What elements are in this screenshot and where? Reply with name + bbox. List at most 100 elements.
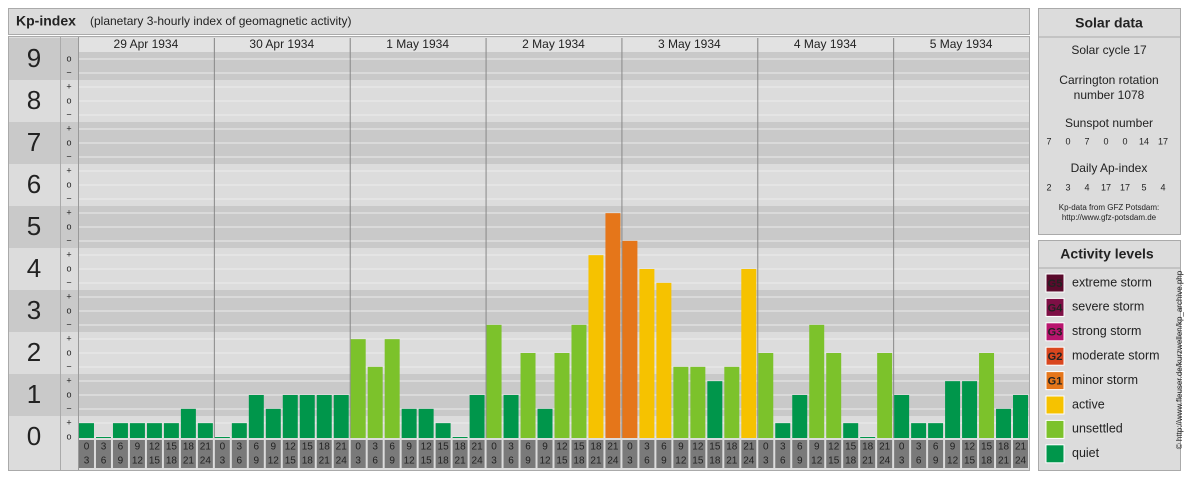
- y-tick-label: 5: [27, 211, 41, 241]
- solar-value: 3: [1065, 182, 1070, 192]
- minor-tick-label: o: [66, 53, 71, 63]
- time-label: 3: [372, 442, 378, 453]
- time-box: [435, 440, 451, 468]
- time-label: 9: [254, 456, 260, 467]
- day-label: 5 May 1934: [930, 37, 993, 51]
- bar: [316, 395, 332, 438]
- time-box: [401, 440, 417, 468]
- time-box: [826, 440, 842, 468]
- time-box: [112, 440, 128, 468]
- time-box: [962, 440, 978, 468]
- time-label: 9: [406, 442, 412, 453]
- time-label: 9: [389, 456, 395, 467]
- time-label: 18: [845, 456, 857, 467]
- bar: [231, 423, 247, 438]
- bar: [180, 408, 196, 438]
- time-box: [248, 440, 264, 468]
- bar: [112, 423, 128, 438]
- time-label: 12: [811, 456, 823, 467]
- time-label: 9: [797, 456, 803, 467]
- solar-value: 2: [1046, 182, 1051, 192]
- time-box: [571, 440, 587, 468]
- ap-title: Daily Ap-index: [1071, 161, 1148, 175]
- minor-tick-label: +: [66, 207, 71, 217]
- time-box: [384, 440, 400, 468]
- y-tick-label: 4: [27, 253, 41, 283]
- time-label: 24: [336, 456, 348, 467]
- minor-tick-label: o: [66, 179, 71, 189]
- bar: [775, 423, 791, 438]
- time-label: 0: [491, 442, 497, 453]
- time-box: [554, 440, 570, 468]
- time-label: 15: [149, 456, 161, 467]
- bar: [911, 423, 927, 438]
- time-box: [860, 440, 876, 468]
- bar: [571, 324, 587, 438]
- title-bar: [8, 8, 1030, 35]
- day-header: [350, 38, 486, 52]
- minor-tick-label: −: [66, 151, 71, 161]
- time-label: 9: [118, 456, 124, 467]
- time-label: 6: [933, 442, 939, 453]
- time-label: 0: [627, 442, 633, 453]
- time-label: 6: [661, 442, 667, 453]
- time-box: [894, 440, 910, 468]
- time-label: 15: [709, 442, 721, 453]
- time-box: [520, 440, 536, 468]
- legend-swatch: [1045, 371, 1065, 391]
- minor-tick-label: +: [66, 375, 71, 385]
- time-box: [95, 440, 111, 468]
- minor-tick-label: o: [66, 263, 71, 273]
- bar: [826, 353, 842, 438]
- time-label: 6: [118, 442, 124, 453]
- time-label: 21: [472, 442, 484, 453]
- legend-label: minor storm: [1072, 373, 1138, 387]
- time-box: [231, 440, 247, 468]
- time-label: 9: [933, 456, 939, 467]
- time-box: [758, 440, 774, 468]
- y-tick-label: 7: [27, 127, 41, 157]
- bar: [741, 269, 757, 438]
- bar: [673, 366, 689, 438]
- time-label: 6: [916, 456, 922, 467]
- time-box: [367, 440, 383, 468]
- time-label: 21: [879, 442, 891, 453]
- source: http://www.gfz-potsdam.de: [1062, 213, 1157, 222]
- y-tick-label: 2: [27, 337, 41, 367]
- solar-value: 17: [1120, 182, 1130, 192]
- solar-value: 4: [1084, 182, 1089, 192]
- time-label: 12: [828, 442, 840, 453]
- time-label: 3: [780, 442, 786, 453]
- time-label: 15: [302, 442, 314, 453]
- solar-value: 7: [1046, 136, 1051, 146]
- time-box: [588, 440, 604, 468]
- bar: [282, 395, 298, 438]
- bar: [962, 381, 978, 438]
- time-label: 9: [271, 442, 277, 453]
- time-label: 0: [220, 442, 226, 453]
- time-label: 24: [607, 456, 619, 467]
- legend-label: severe storm: [1072, 300, 1144, 314]
- sunspot-title: Sunspot number: [1065, 116, 1153, 130]
- time-label: 12: [947, 456, 959, 467]
- time-box: [809, 440, 825, 468]
- time-label: 18: [726, 442, 738, 453]
- minor-tick-label: −: [66, 235, 71, 245]
- day-label: 30 Apr 1934: [249, 37, 314, 51]
- time-box: [333, 440, 349, 468]
- bar: [401, 408, 417, 438]
- solar-value: 7: [1084, 136, 1089, 146]
- legend-code: G4: [1048, 302, 1064, 314]
- solar-title: Solar data: [1075, 15, 1143, 31]
- time-label: 6: [508, 456, 514, 467]
- time-label: 3: [508, 442, 514, 453]
- bar: [503, 395, 519, 438]
- time-label: 6: [644, 456, 650, 467]
- time-label: 12: [964, 442, 976, 453]
- time-label: 18: [319, 442, 331, 453]
- minor-tick-label: +: [66, 81, 71, 91]
- time-label: 12: [692, 442, 704, 453]
- legend-label: moderate storm: [1072, 348, 1160, 362]
- time-label: 21: [743, 442, 755, 453]
- legend-label: strong storm: [1072, 324, 1141, 338]
